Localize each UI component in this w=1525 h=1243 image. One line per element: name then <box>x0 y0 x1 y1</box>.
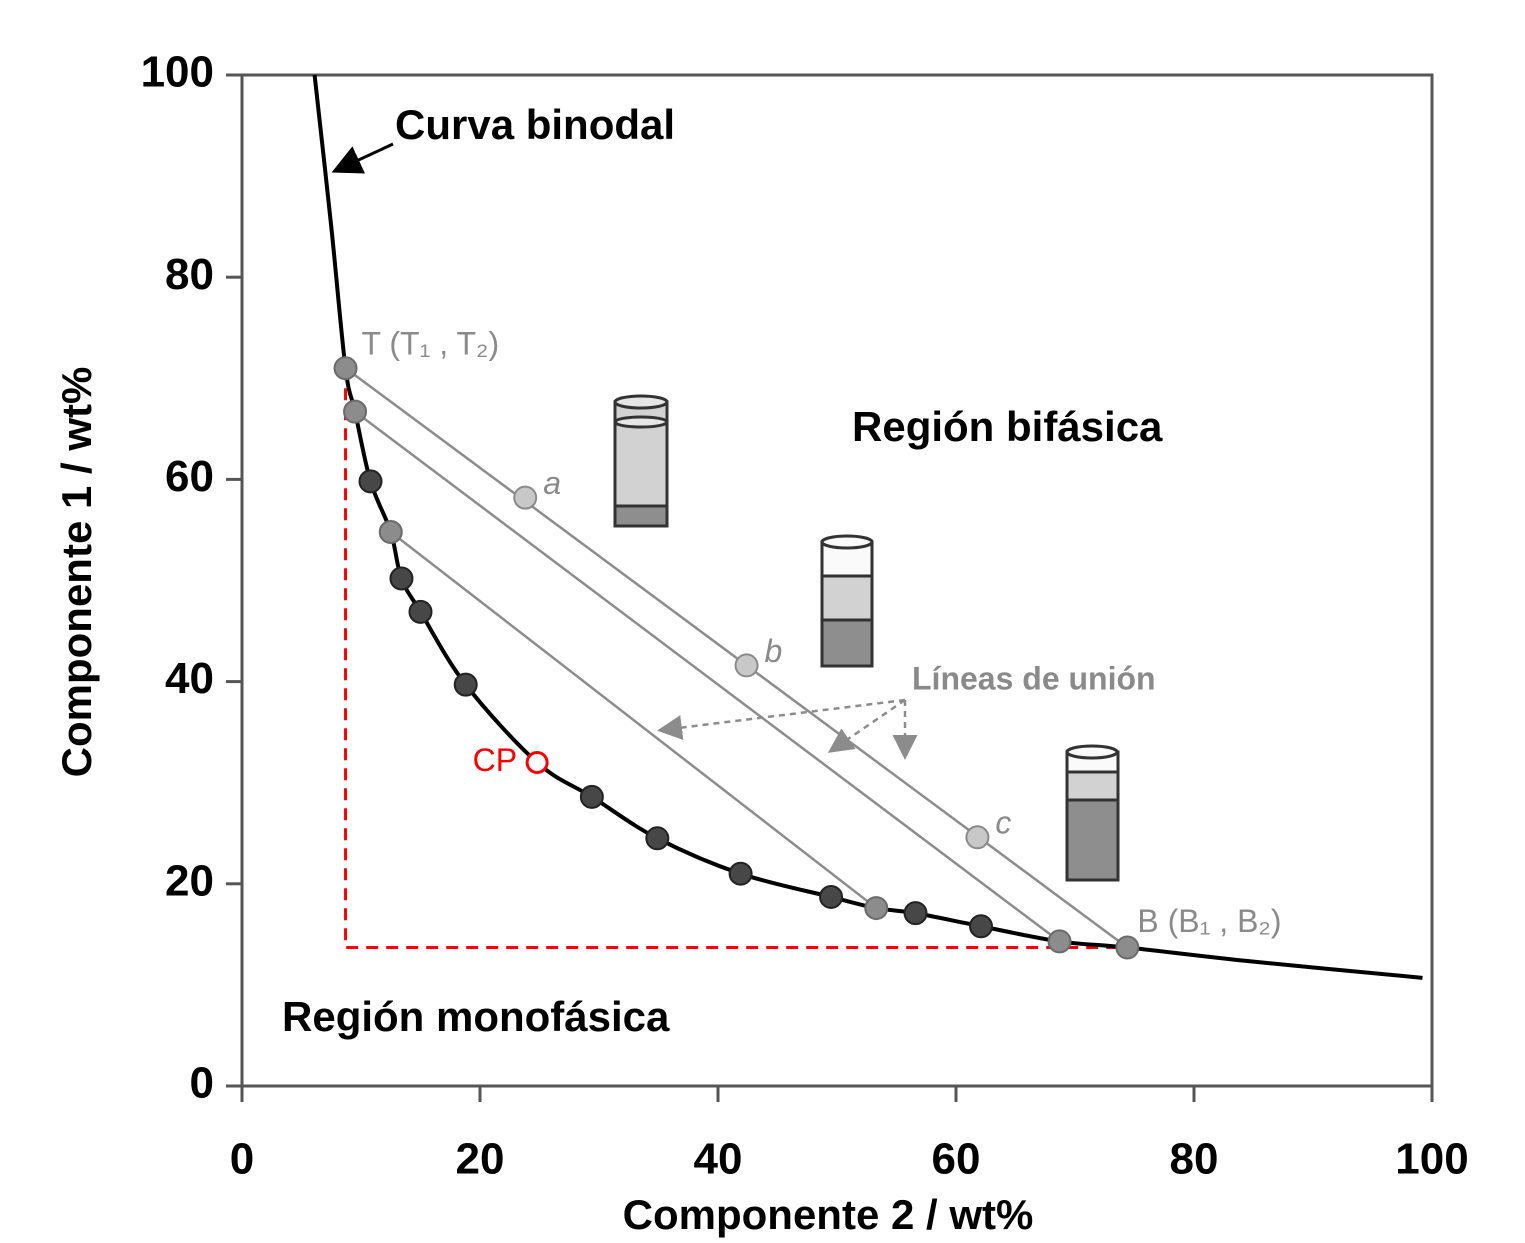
tie-line-end <box>378 519 403 544</box>
point-label: B (B₁ , B₂) <box>1137 903 1281 939</box>
mixture-point <box>734 653 759 678</box>
annotation-arrows <box>657 698 918 760</box>
x-tick-label: 80 <box>1170 1135 1219 1184</box>
tie-line-end <box>1115 935 1140 960</box>
x-tick-label: 40 <box>694 1135 743 1184</box>
x-tick-label: 0 <box>230 1135 254 1184</box>
tie-line-end <box>1047 929 1072 954</box>
tie-line-end <box>343 399 368 424</box>
region-label: Región bifásica <box>852 403 1163 450</box>
y-tick-label: 20 <box>165 856 214 905</box>
vial-icon <box>613 394 669 528</box>
critical-point-label: CP <box>473 742 517 778</box>
mixture-point <box>513 485 538 510</box>
data-point <box>389 566 414 591</box>
tie-line <box>344 367 1129 949</box>
data-point <box>408 599 433 624</box>
vial-icon <box>820 534 874 668</box>
mixture-point <box>965 825 990 850</box>
vial-icon <box>1065 744 1120 882</box>
tie-line <box>389 530 878 910</box>
data-point <box>579 784 604 809</box>
x-tick-label: 100 <box>1395 1135 1468 1184</box>
mixture-label: a <box>543 465 561 501</box>
y-tick-label: 40 <box>165 654 214 703</box>
mixture-label: b <box>765 633 783 669</box>
x-tick-label: 60 <box>932 1135 981 1184</box>
plot-frame <box>240 73 1434 1088</box>
tie-lines-label: Líneas de unión <box>912 660 1156 696</box>
curve-label: Curva binodal <box>395 101 675 148</box>
y-tick-label: 60 <box>165 452 214 501</box>
data-point <box>645 826 670 851</box>
y-tick-label: 80 <box>165 250 214 299</box>
data-point <box>453 672 478 697</box>
data-point <box>819 884 844 909</box>
mixture-label: c <box>995 805 1011 841</box>
annotation-arrow <box>331 142 394 174</box>
tie-line <box>354 410 1061 943</box>
tie-line-end <box>864 896 889 921</box>
guide-line <box>344 368 1128 949</box>
binodal-curve <box>312 74 1423 980</box>
x-axis-label: Componente 2 / wt% <box>623 1191 1034 1238</box>
data-point <box>903 901 928 926</box>
point-label: T (T₁ , T₂) <box>362 326 500 362</box>
critical-point <box>525 750 549 774</box>
data-point <box>968 914 993 939</box>
x-tick-label: 20 <box>456 1135 505 1184</box>
data-point <box>728 861 753 886</box>
tie-line-end <box>333 356 358 381</box>
data-point <box>358 469 383 494</box>
y-axis-label: Componente 1 / wt% <box>53 367 100 778</box>
region-label: Región monofásica <box>282 993 670 1040</box>
y-tick-label: 100 <box>141 48 214 97</box>
y-tick-label: 0 <box>190 1059 214 1108</box>
